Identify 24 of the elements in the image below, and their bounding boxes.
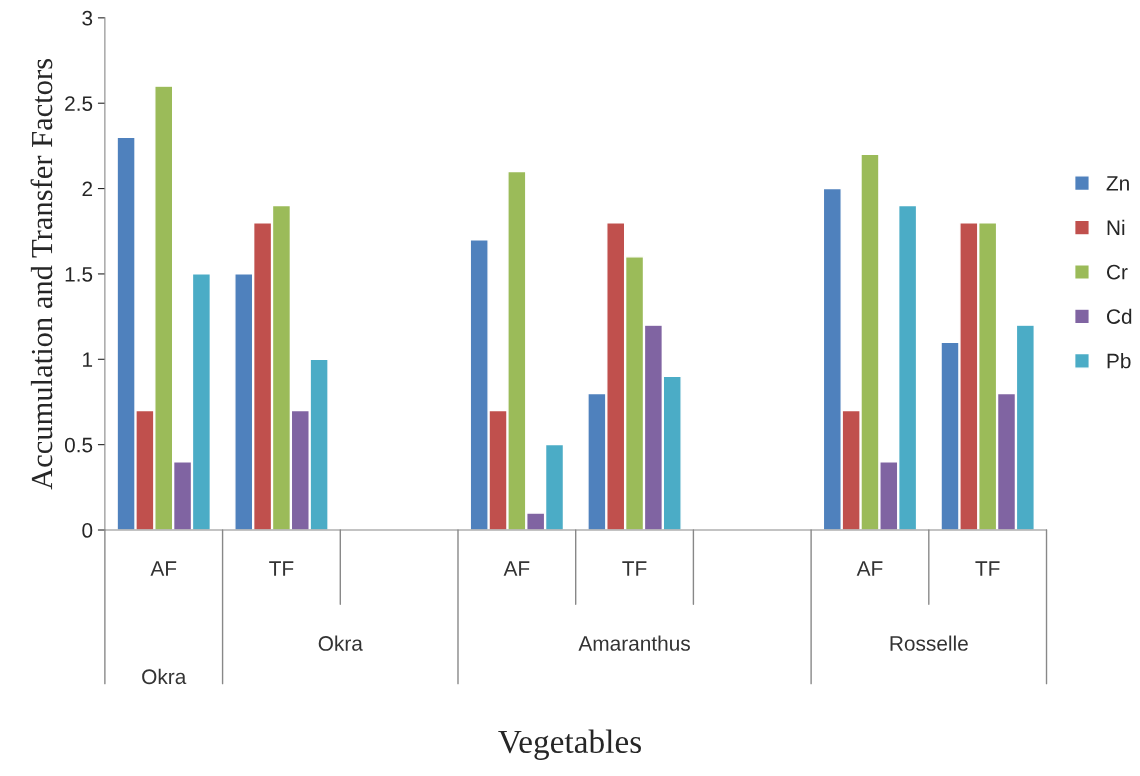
y-tick-label: 2.5	[65, 96, 93, 111]
legend-label: Zn	[1106, 176, 1129, 191]
legend-label: Cd	[1106, 308, 1132, 324]
x-tick-label: AF	[150, 561, 177, 576]
legend-label: Cr	[1106, 264, 1128, 280]
y-tick-label: 3	[82, 10, 93, 26]
y-tick-label: 2	[82, 181, 93, 197]
x-axis-title: Vegetables	[498, 729, 641, 760]
y-tick-label: 1.5	[65, 267, 93, 282]
legend-label: Pb	[1107, 353, 1131, 369]
legend-label: Ni	[1107, 219, 1125, 235]
x-tick-label: AF	[856, 561, 883, 576]
x-tick-label: TF	[975, 561, 1000, 576]
x-tick-label: TF	[622, 561, 647, 576]
text: Okra	[142, 668, 187, 685]
text: Amaranthus	[578, 635, 690, 651]
x-tick-label: TF	[269, 561, 294, 576]
x-tick-label: AF	[503, 561, 530, 576]
y-axis-title: Accumulation and Transfer Factors	[30, 59, 53, 490]
text: Rosselle	[890, 635, 968, 651]
y-tick-label: 1	[83, 352, 93, 367]
text: Okra	[318, 635, 363, 651]
y-tick-label: 0	[82, 523, 93, 538]
y-tick-label: 0.5	[64, 437, 93, 453]
